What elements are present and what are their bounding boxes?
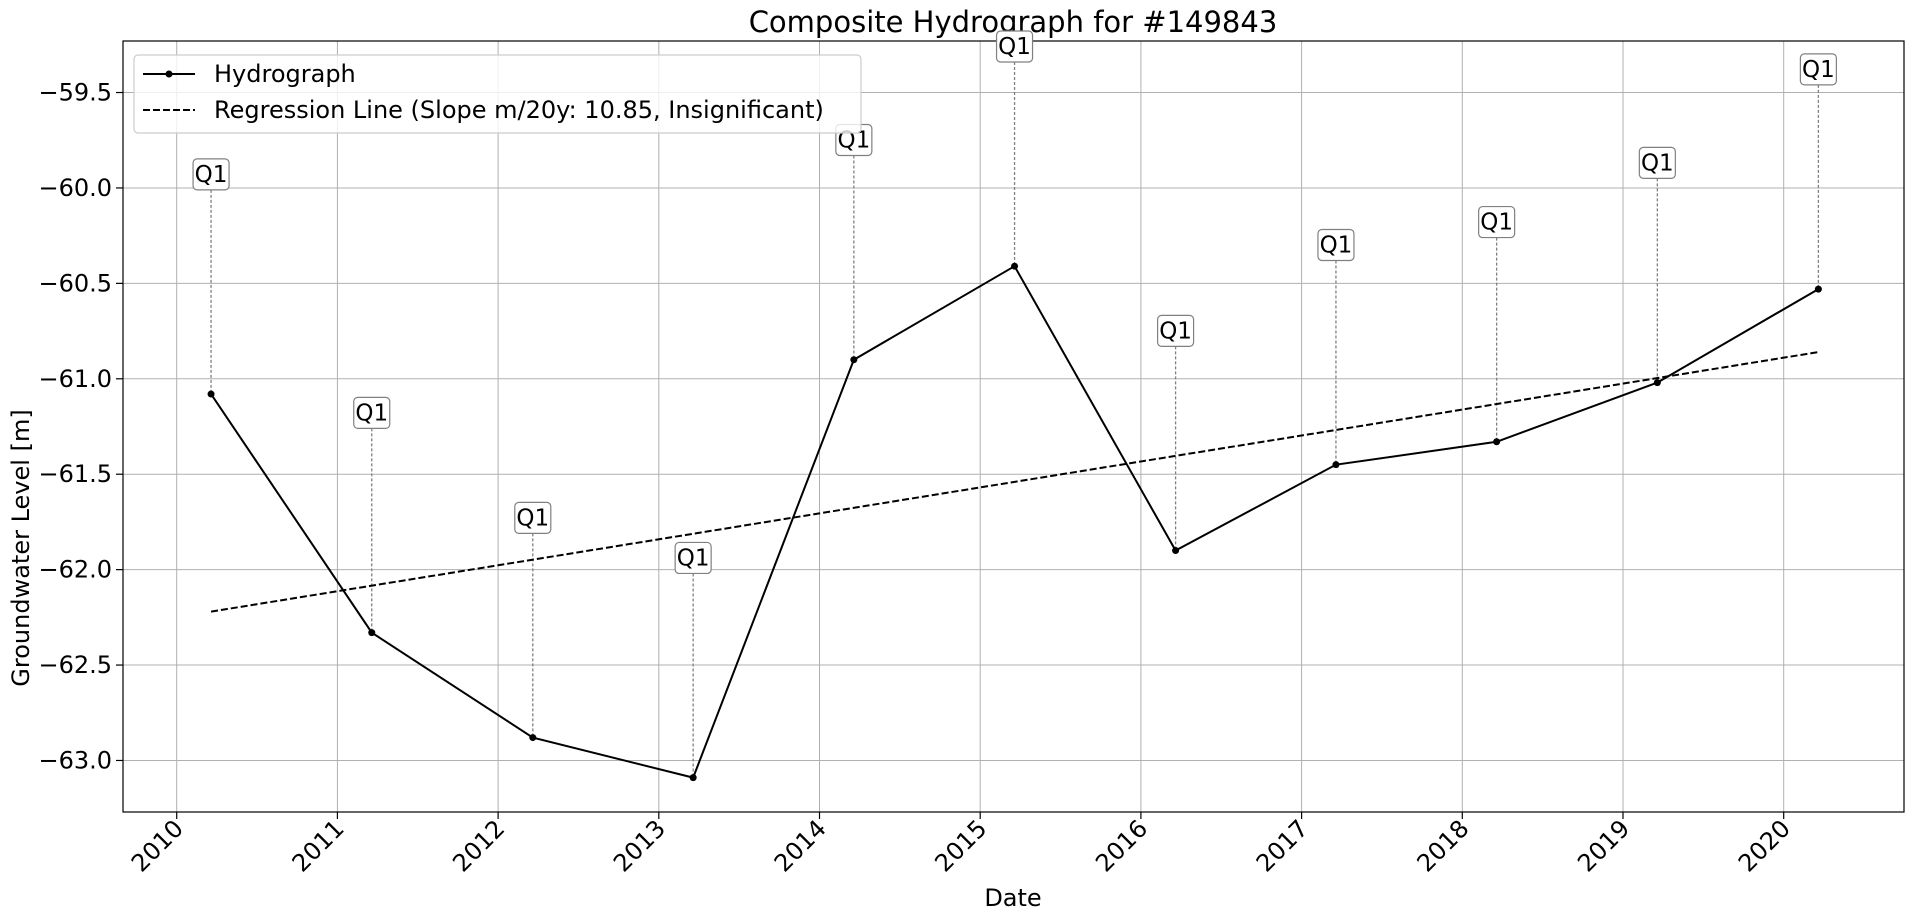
hydrograph-point — [1332, 461, 1340, 469]
annotation-box — [1478, 205, 1516, 239]
x-tick-label: 2012 — [447, 814, 510, 877]
y-tick-label: −60.5 — [38, 269, 112, 297]
annotation-box — [353, 396, 391, 430]
y-tick-label: −60.0 — [38, 174, 112, 202]
hydrograph-point — [207, 390, 215, 398]
annotation-label: Q1 — [516, 505, 549, 531]
hydrograph-point — [529, 734, 537, 742]
annotation-box — [514, 501, 552, 534]
annotation-label: Q1 — [355, 400, 388, 426]
plot-frame — [122, 40, 1905, 813]
annotation-box — [1799, 53, 1837, 86]
legend-hydrograph-marker — [165, 70, 173, 78]
y-tick-label: −63.0 — [38, 746, 112, 774]
legend: Hydrograph Regression Line (Slope m/20y:… — [133, 54, 862, 134]
hydrograph-point — [1653, 379, 1661, 387]
annotation-label: Q1 — [1320, 232, 1353, 258]
x-axis-title: Date — [984, 884, 1041, 912]
annotation-label: Q1 — [1641, 150, 1674, 176]
annotation-label: Q1 — [1159, 318, 1192, 344]
hydrograph-point — [1493, 438, 1501, 446]
hydrograph-point — [368, 629, 376, 637]
y-tick-label: −59.5 — [38, 79, 112, 107]
y-axis-title: Groundwater Level [m] — [7, 409, 35, 686]
legend-box — [133, 54, 862, 134]
x-tick-label: 2015 — [929, 814, 992, 877]
annotation-box — [1317, 228, 1355, 262]
x-tick-label: 2011 — [287, 814, 350, 877]
y-tick-label: −61.0 — [38, 365, 112, 393]
annotation-box — [674, 541, 712, 575]
x-tick-label: 2016 — [1090, 814, 1153, 877]
annotation-label: Q1 — [677, 545, 710, 571]
hydrograph-point — [1814, 285, 1822, 293]
x-tick-label: 2013 — [608, 814, 671, 877]
x-tick-label: 2010 — [126, 814, 189, 877]
annotation-box — [1156, 314, 1195, 347]
annotation-box — [995, 30, 1034, 63]
x-tick-label: 2020 — [1733, 814, 1796, 877]
x-tick-label: 2018 — [1412, 814, 1475, 877]
annotation-box — [1638, 146, 1676, 180]
annotation-label: Q1 — [998, 34, 1031, 60]
regression-line — [210, 351, 1819, 613]
legend-hydrograph-label: Hydrograph — [214, 60, 356, 88]
x-tick-label: 2017 — [1251, 814, 1314, 877]
y-tick-label: −62.0 — [38, 556, 112, 584]
annotation-label: Q1 — [1480, 210, 1513, 236]
y-tick-label: −61.5 — [38, 460, 112, 488]
series-lines — [207, 262, 1822, 782]
hydrograph-line — [210, 264, 1819, 779]
hydrograph-point — [850, 356, 858, 364]
annotation-label: Q1 — [195, 162, 228, 188]
y-tick-label: −62.5 — [38, 651, 112, 679]
x-tick-label: 2019 — [1572, 814, 1635, 877]
annotation-label: Q1 — [1802, 57, 1835, 83]
legend-regression-label: Regression Line (Slope m/20y: 10.85, Ins… — [214, 96, 824, 124]
hydrograph-point — [1011, 262, 1019, 270]
axes: 2010 2011 2012 2013 2014 2015 2016 2017 2018 2019… — [38, 40, 1905, 877]
hydrograph-point — [689, 774, 697, 782]
grid-lines — [123, 41, 1904, 812]
hydrograph-point — [1172, 547, 1180, 555]
annotation-box — [192, 158, 230, 191]
x-tick-label: 2014 — [769, 814, 832, 877]
